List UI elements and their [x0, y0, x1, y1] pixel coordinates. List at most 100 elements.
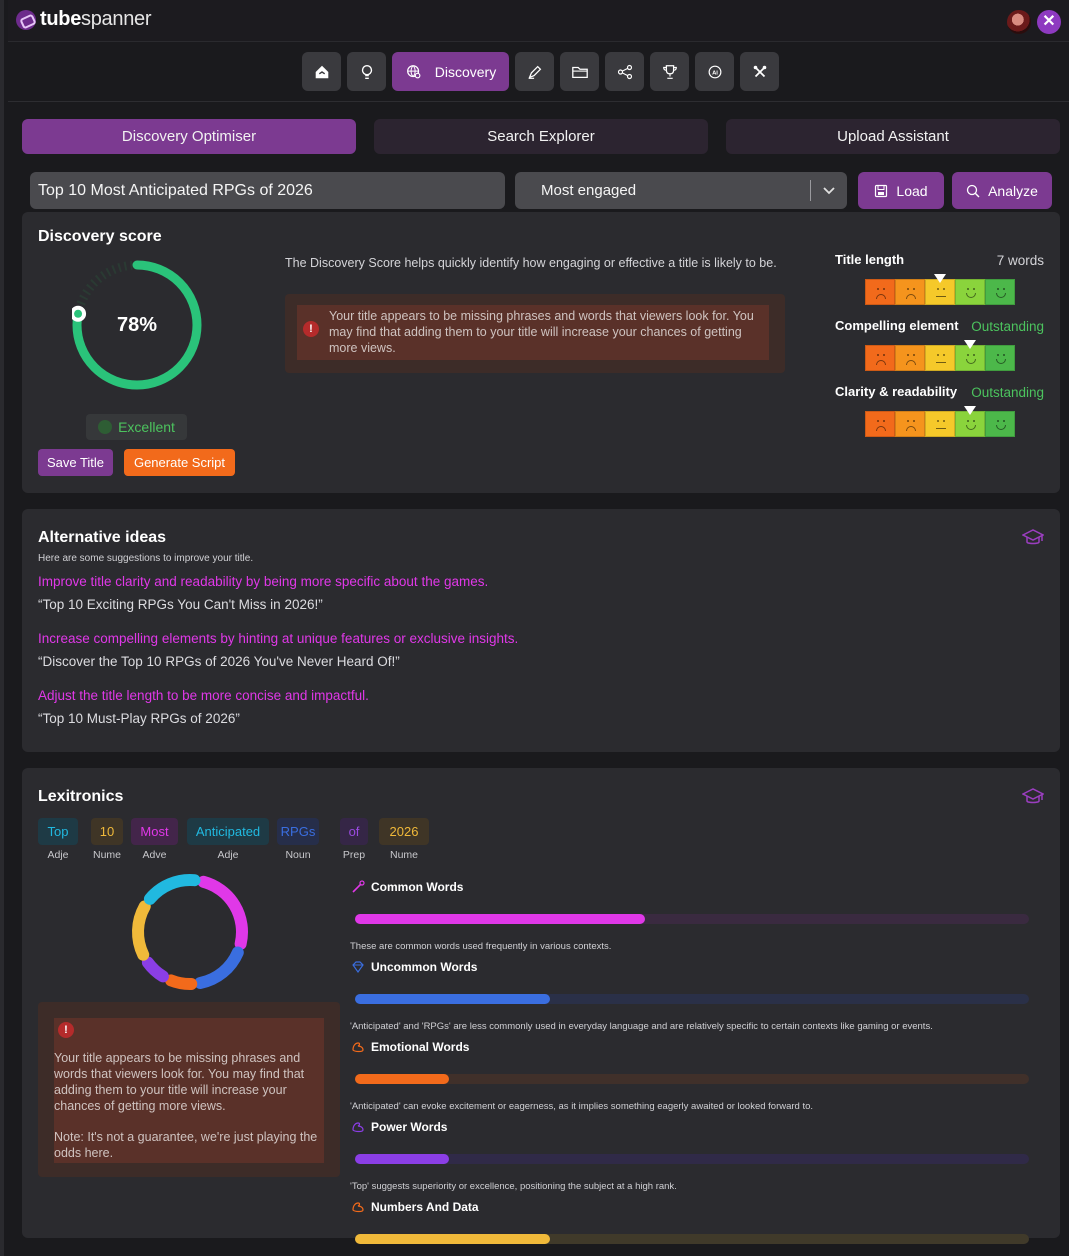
- face-icon: [985, 279, 1015, 305]
- title-input[interactable]: [30, 172, 505, 209]
- rating-scale: [865, 279, 1015, 305]
- nav-library-button[interactable]: [560, 52, 599, 91]
- discovery-score-card: Discovery score 78% Excellent Save Title…: [22, 212, 1060, 493]
- share-icon: [617, 64, 632, 79]
- word-token[interactable]: Top: [38, 818, 78, 845]
- part-of-speech-label: Adve: [142, 849, 167, 861]
- donut-segment: [194, 946, 244, 989]
- tab-upload-assistant[interactable]: Upload Assistant: [726, 119, 1060, 154]
- rating-badge: Excellent: [86, 414, 187, 440]
- part-of-speech-label: Nume: [389, 849, 418, 861]
- muscle-icon: [352, 1042, 364, 1053]
- tab-search-explorer[interactable]: Search Explorer: [374, 119, 708, 154]
- metric-value: Outstanding: [971, 319, 1044, 334]
- chevron-down-icon: [823, 187, 835, 195]
- category-bar-track: [355, 914, 1029, 924]
- face-icon: [865, 279, 895, 305]
- donut-segment: [197, 875, 248, 950]
- lexitronics-warning-text: Your title appears to be missing phrases…: [54, 1051, 305, 1113]
- pen-icon: [527, 65, 541, 79]
- lexitronics-card: Lexitronics Top Adje 10 Nume Most Adve Anticip…: [22, 768, 1060, 1244]
- discovery-icon: [406, 64, 421, 78]
- word-token[interactable]: of: [340, 818, 368, 845]
- sort-select[interactable]: Most engaged: [515, 172, 847, 209]
- tools-icon: [753, 65, 766, 77]
- lightbulb-icon: [361, 64, 372, 79]
- nav-discovery-button[interactable]: Discovery: [392, 52, 509, 91]
- idea-title-1[interactable]: “Top 10 Exciting RPGs You Can't Miss in …: [38, 597, 323, 612]
- face-icon: [865, 411, 895, 437]
- tab-discovery-optimiser[interactable]: Discovery Optimiser: [22, 119, 356, 154]
- load-label: Load: [896, 182, 928, 199]
- graduation-cap-icon[interactable]: [1022, 527, 1044, 549]
- face-icon: [955, 279, 985, 305]
- score-percentage: 78%: [116, 313, 158, 336]
- word-type-donut: [132, 874, 248, 990]
- save-title-button[interactable]: Save Title: [38, 449, 113, 476]
- metric-label: Compelling element: [835, 318, 959, 333]
- face-icon: [925, 279, 955, 305]
- score-ring-graphic: [70, 260, 202, 390]
- word-token[interactable]: RPGs: [277, 818, 319, 845]
- nav-ideas-button[interactable]: [347, 52, 386, 91]
- category-description: 'Anticipated' and 'RPGs' are less common…: [350, 1021, 933, 1032]
- save-disk-icon: [875, 184, 888, 197]
- idea-reason-2: Increase compelling elements by hinting …: [38, 631, 519, 646]
- category-bar-track: [355, 1074, 1029, 1084]
- nav-home-button[interactable]: [302, 52, 341, 91]
- logo-icon: [16, 9, 36, 30]
- face-icon: [925, 411, 955, 437]
- analyze-button[interactable]: Analyze: [952, 172, 1052, 209]
- category-label-text: Power Words: [371, 1120, 448, 1134]
- word-token[interactable]: 2026: [379, 818, 429, 845]
- face-icon: [985, 411, 1015, 437]
- nav-ai-button[interactable]: AI: [695, 52, 734, 91]
- alternative-ideas-card: Alternative ideas Here are some suggesti…: [22, 509, 1060, 752]
- discovery-score-heading: Discovery score: [38, 228, 162, 245]
- muscle-icon: [352, 1202, 364, 1213]
- title-bar: tubespanner ✕: [8, 0, 1069, 42]
- word-token[interactable]: Most: [131, 818, 178, 845]
- idea-title-3[interactable]: “Top 10 Must-Play RPGs of 2026”: [38, 711, 240, 726]
- load-button[interactable]: Load: [858, 172, 944, 209]
- nav-tools-button[interactable]: [740, 52, 779, 91]
- word-token[interactable]: 10: [91, 818, 123, 845]
- part-of-speech-label: Nume: [92, 849, 121, 861]
- lexitronics-warning: ! Your title appears to be missing phras…: [38, 1002, 340, 1177]
- category-label: Uncommon Words: [352, 960, 477, 974]
- face-icon: [865, 345, 895, 371]
- nav-editor-button[interactable]: [515, 52, 554, 91]
- category-label: Common Words: [352, 880, 463, 894]
- nav-discovery-label: Discovery: [434, 63, 497, 80]
- alternative-ideas-heading: Alternative ideas: [38, 529, 167, 546]
- wand-icon: [352, 880, 365, 893]
- nav-trophy-button[interactable]: [650, 52, 689, 91]
- donut-segment: [132, 900, 151, 961]
- close-button[interactable]: ✕: [1037, 10, 1061, 34]
- part-of-speech-label: Adje: [217, 849, 239, 861]
- metric-label: Clarity & readability: [835, 384, 958, 399]
- level-marker: [964, 340, 976, 349]
- idea-title-2[interactable]: “Discover the Top 10 RPGs of 2026 You've…: [38, 654, 400, 669]
- nav-share-button[interactable]: [605, 52, 644, 91]
- alternative-ideas-hint: Here are some suggestions to improve you…: [38, 553, 254, 564]
- category-bar-fill: [355, 1154, 450, 1164]
- sort-select-value: Most engaged: [541, 182, 637, 199]
- category-description: 'Anticipated' can evoke excitement or ea…: [350, 1101, 814, 1112]
- category-bar-fill: [355, 994, 551, 1004]
- warning-text: Your title appears to be missing phrases…: [329, 309, 754, 355]
- word-token[interactable]: Anticipated: [187, 818, 269, 845]
- metric-value: 7 words: [996, 253, 1044, 268]
- category-label: Numbers And Data: [352, 1200, 479, 1214]
- graduation-cap-icon[interactable]: [1022, 786, 1044, 808]
- logo: tubespanner: [16, 8, 152, 31]
- analyze-label: Analyze: [988, 182, 1038, 199]
- category-bar-fill: [355, 1074, 450, 1084]
- ai-icon: AI: [708, 65, 721, 78]
- face-icon: [925, 345, 955, 371]
- category-label: Power Words: [352, 1120, 448, 1134]
- user-avatar[interactable]: [1007, 10, 1031, 34]
- generate-script-button[interactable]: Generate Script: [124, 449, 235, 476]
- category-bar-fill: [355, 1234, 551, 1244]
